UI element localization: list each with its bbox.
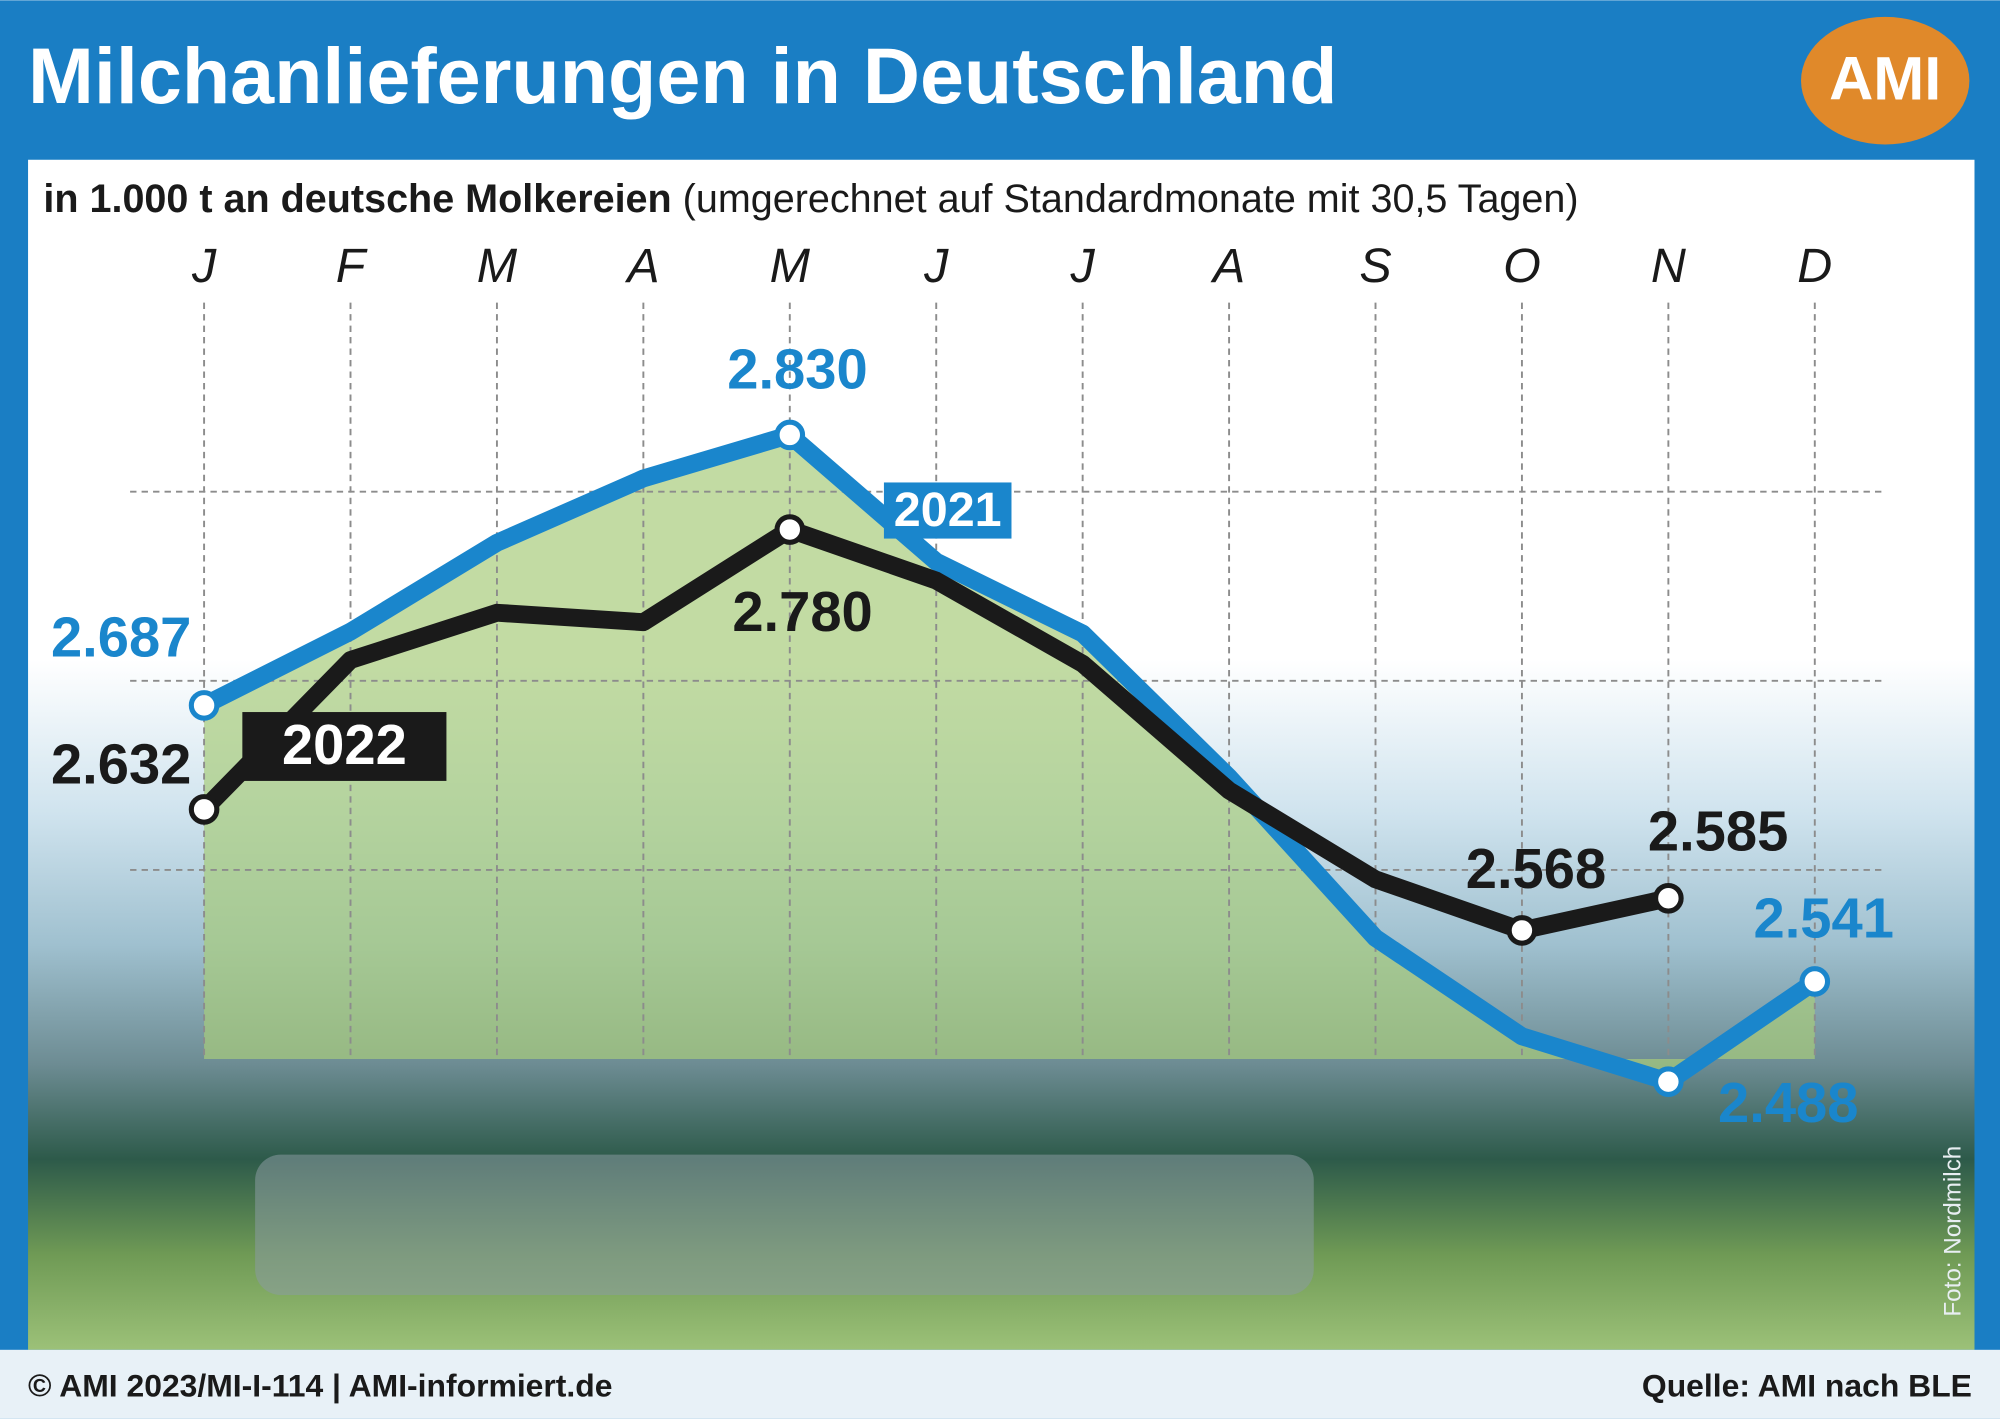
truck-photo: [255, 1154, 1314, 1295]
x-tick-label: A: [1210, 239, 1245, 293]
logo-text: AMI: [1829, 44, 1941, 112]
legend-box: [883, 482, 1012, 539]
value-label: 2.830: [727, 338, 867, 401]
x-tick-label: M: [477, 239, 518, 293]
x-tick-label: S: [1359, 239, 1391, 293]
photo-credit: Foto: Nordmilch: [1939, 1146, 1966, 1317]
point: [1506, 915, 1538, 946]
value-label: 2.541: [1754, 887, 1894, 950]
footer-right: Quelle: AMI nach BLE: [1642, 1367, 1972, 1403]
x-tick-label: D: [1797, 239, 1832, 293]
x-tick-label: J: [191, 239, 217, 293]
x-tick-label: N: [1651, 239, 1687, 293]
value-label: 2.488: [1718, 1071, 1858, 1134]
footer-left: © AMI 2023/MI-I-114 | AMI-informiert.de: [28, 1367, 612, 1403]
point: [774, 514, 806, 545]
value-label: 2.568: [1466, 837, 1606, 900]
footer-band: [0, 1349, 2000, 1419]
value-label: 2.585: [1648, 800, 1788, 863]
point: [188, 690, 220, 721]
point: [188, 794, 220, 825]
legend-label: 2021: [894, 483, 1002, 537]
line-series: [200, 426, 1820, 1091]
x-tick-label: F: [336, 239, 368, 293]
legend-box: [242, 712, 447, 781]
line-series: [197, 520, 1671, 940]
area-2021: [204, 434, 1815, 1082]
point: [774, 419, 806, 451]
point: [1653, 1066, 1684, 1097]
subtitle: in 1.000 t an deutsche Molkereien (umger…: [43, 177, 1578, 221]
x-tick-label: M: [770, 239, 811, 293]
x-tick-label: A: [624, 239, 659, 293]
subtitle-bold: in 1.000 t an deutsche Molkereien: [43, 177, 671, 221]
value-label: 2.632: [51, 732, 191, 795]
x-tick-label: J: [1070, 239, 1096, 293]
x-tick-label: J: [923, 239, 949, 293]
value-label: 2.780: [732, 580, 872, 643]
point: [1653, 882, 1684, 914]
point: [1799, 966, 1831, 997]
legend-label: 2022: [282, 713, 407, 776]
logo: [1801, 16, 1970, 145]
value-label: 2.687: [51, 605, 191, 668]
x-tick-label: O: [1503, 239, 1541, 293]
chart-title: Milchanlieferungen in Deutschland: [28, 31, 1337, 120]
subtitle-rest: (umgerechnet auf Standardmonate mit 30,5…: [683, 177, 1579, 221]
